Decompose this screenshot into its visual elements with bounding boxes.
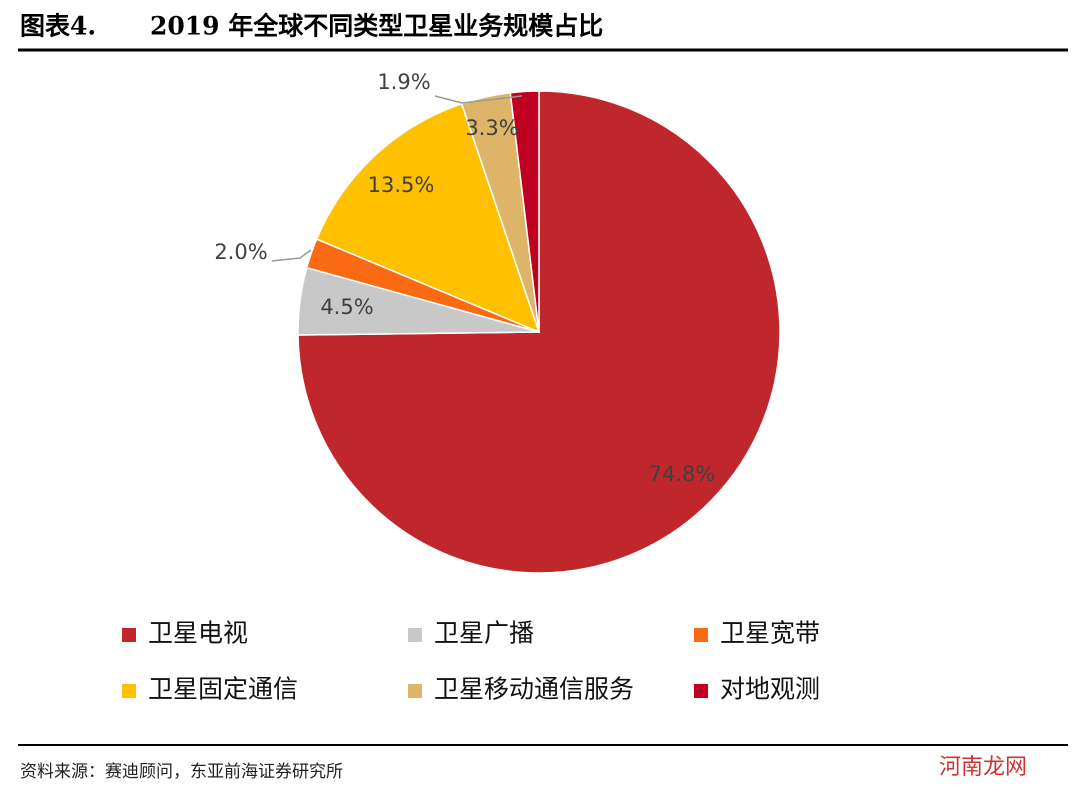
legend-label: 卫星宽带 [720,619,820,648]
pie: 74.8% 4.5% 2.0% 13.5% 3.3% 1.9% [214,70,781,574]
legend-swatch [408,684,422,698]
legend-swatch [694,684,708,698]
pie-slice [509,90,540,333]
figure-label: 图表4. [20,12,96,41]
data-label: 74.8% [649,462,716,486]
data-label: 13.5% [368,173,435,197]
legend-swatch [408,628,422,642]
watermark-bg [908,750,1058,784]
legend-swatch [122,684,136,698]
pie-slice [297,90,781,574]
data-label: 3.3% [465,116,518,140]
pie-slice [315,102,541,334]
leader-line [271,249,312,262]
chart-title: 2019 年全球不同类型卫星业务规模占比 [150,12,603,41]
legend-label: 卫星移动通信服务 [434,675,634,704]
legend-swatch [694,628,708,642]
source-note: 资料来源：赛迪顾问，东亚前海证券研究所 [20,761,343,782]
legend-label: 卫星广播 [434,619,534,648]
data-label: 1.9% [377,70,430,94]
legend-label: 卫星电视 [148,619,248,648]
legend-label: 对地观测 [720,675,820,704]
legend-label: 卫星固定通信 [148,675,298,704]
legend-swatch [122,628,136,642]
data-label: 2.0% [214,240,267,264]
leader-line [434,95,523,104]
watermark: 河南龙网 [939,755,1027,780]
data-label: 4.5% [320,295,373,319]
